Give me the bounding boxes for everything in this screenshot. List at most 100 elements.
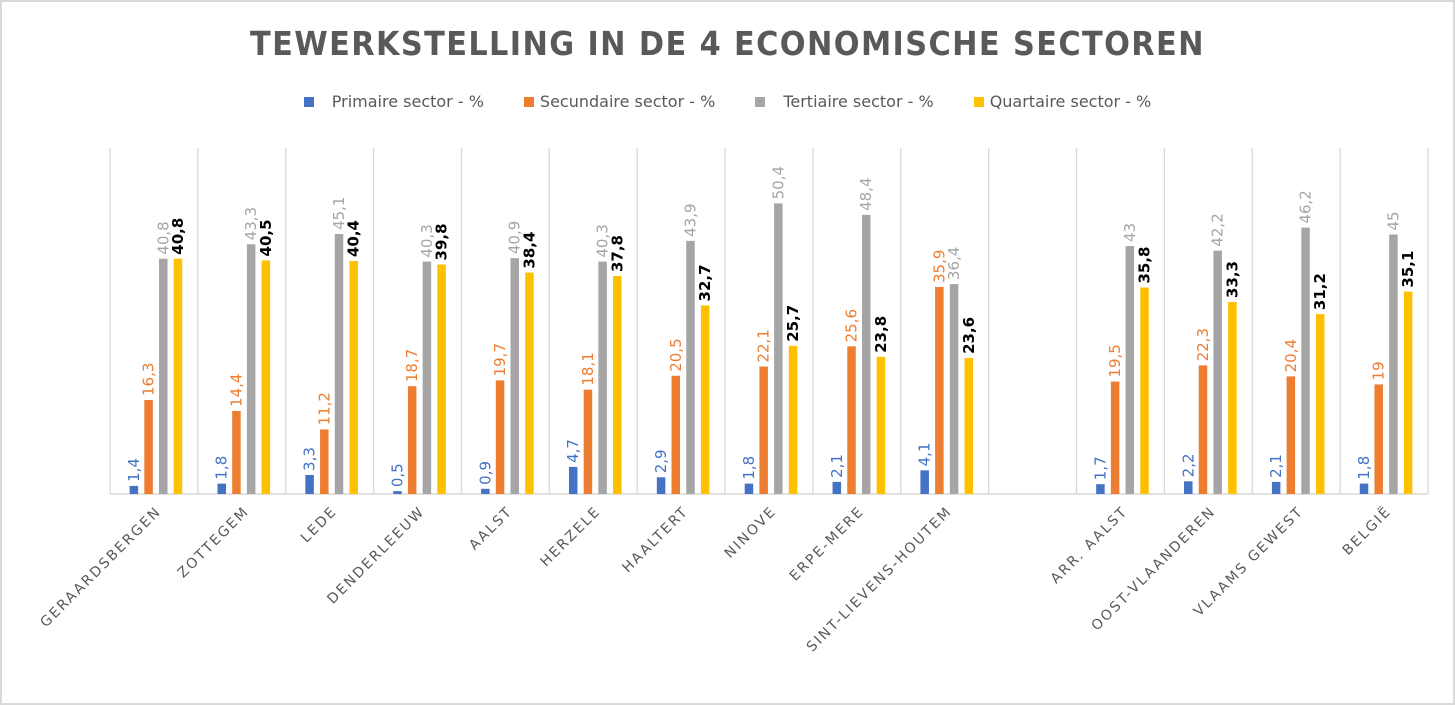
bar-quaternary[interactable] [1316, 314, 1325, 494]
data-label-secondary: 35,9 [930, 250, 948, 283]
data-label-tertiary: 48,4 [857, 177, 875, 210]
bar-tertiary[interactable] [949, 284, 959, 494]
bar-secondary[interactable] [935, 286, 944, 494]
bar-tertiary[interactable] [1213, 250, 1222, 494]
legend-swatch-tertiary [755, 96, 766, 107]
category-label: DENDERLEEUW [324, 504, 428, 608]
bar-quaternary[interactable] [437, 264, 446, 494]
bar-tertiary[interactable] [1301, 227, 1310, 494]
category-label: LEDE [298, 504, 341, 547]
category-label: HAALTERT [619, 504, 692, 577]
bar-tertiary[interactable] [598, 261, 607, 494]
bar-primary[interactable] [568, 466, 578, 494]
data-label-primary: 2,9 [652, 449, 670, 473]
bar-primary[interactable] [129, 485, 139, 494]
bar-quaternary[interactable] [876, 356, 886, 494]
legend-item-secondary[interactable]: Secundaire sector - % [523, 92, 716, 111]
bar-tertiary[interactable] [774, 203, 783, 495]
bar-secondary[interactable] [583, 389, 593, 494]
bar-tertiary[interactable] [159, 258, 168, 494]
bar-primary[interactable] [832, 481, 842, 494]
data-label-quaternary: 38,4 [520, 232, 538, 269]
bar-tertiary[interactable] [1389, 234, 1398, 495]
legend-item-primary[interactable]: Primaire sector - % [303, 92, 484, 111]
legend-item-quaternary[interactable]: Quartaire sector - % [973, 92, 1152, 111]
bar-primary[interactable] [656, 477, 666, 494]
bar-quaternary[interactable] [1140, 287, 1149, 494]
category-label: AALST [466, 504, 516, 554]
data-label-secondary: 22,3 [1194, 328, 1212, 361]
data-label-tertiary: 45 [1384, 211, 1402, 230]
bar-primary[interactable] [217, 483, 227, 494]
data-label-tertiary: 50,4 [769, 166, 787, 199]
data-label-quaternary: 40,5 [257, 219, 275, 256]
bar-tertiary[interactable] [861, 214, 871, 495]
bar-secondary[interactable] [1286, 376, 1296, 494]
bar-quaternary[interactable] [1403, 291, 1413, 494]
data-label-tertiary: 45,1 [330, 197, 348, 230]
bar-tertiary[interactable] [334, 233, 344, 494]
legend-label-quaternary: Quartaire sector - % [989, 92, 1152, 111]
bar-quaternary[interactable] [1228, 301, 1237, 494]
bar-secondary[interactable] [144, 400, 153, 494]
bar-tertiary[interactable] [686, 240, 695, 494]
legend-label-secondary: Secundaire sector - % [539, 92, 716, 111]
data-label-tertiary: 40,3 [594, 224, 612, 257]
bar-primary[interactable] [1096, 484, 1105, 494]
bar-primary[interactable] [744, 483, 754, 494]
data-label-quaternary: 23,6 [960, 317, 978, 354]
data-label-quaternary: 40,8 [169, 218, 187, 255]
bar-secondary[interactable] [847, 346, 856, 494]
data-label-secondary: 18,1 [579, 352, 597, 385]
data-label-quaternary: 39,8 [433, 223, 451, 260]
bar-quaternary[interactable] [964, 357, 974, 494]
bar-tertiary[interactable] [1125, 246, 1135, 494]
bar-secondary[interactable] [671, 375, 681, 494]
bar-secondary[interactable] [1374, 384, 1383, 494]
bar-secondary[interactable] [232, 410, 241, 494]
bar-primary[interactable] [305, 474, 314, 494]
bar-secondary[interactable] [320, 429, 329, 494]
legend-item-tertiary[interactable]: Tertiaire sector - % [755, 92, 934, 111]
data-label-tertiary: 36,4 [945, 247, 963, 280]
bar-quaternary[interactable] [173, 258, 183, 494]
data-label-secondary: 11,2 [315, 392, 333, 425]
bar-quaternary[interactable] [700, 305, 710, 494]
bar-secondary[interactable] [1110, 381, 1120, 494]
category-label: ZOTTEGEM [175, 504, 253, 582]
bar-tertiary[interactable] [246, 244, 256, 494]
data-label-primary: 2,1 [1267, 454, 1285, 478]
bar-primary[interactable] [1359, 483, 1369, 494]
bar-primary[interactable] [393, 491, 402, 494]
bar-secondary[interactable] [759, 366, 768, 494]
data-label-quaternary: 33,3 [1223, 261, 1241, 298]
bar-secondary[interactable] [1198, 365, 1208, 494]
data-label-primary: 1,8 [1355, 456, 1373, 480]
bar-quaternary[interactable] [788, 345, 798, 494]
bar-primary[interactable] [1271, 481, 1281, 494]
bar-primary[interactable] [1184, 481, 1193, 494]
bar-quaternary[interactable] [525, 272, 534, 494]
category-label: GERAARDSBERGEN [37, 504, 164, 631]
bar-secondary[interactable] [495, 380, 505, 494]
data-label-secondary: 19,5 [1106, 344, 1124, 377]
data-label-secondary: 18,7 [403, 349, 421, 382]
bar-tertiary[interactable] [422, 261, 432, 494]
legend-label-tertiary: Tertiaire sector - % [783, 92, 934, 111]
chart-title: TEWERKSTELLING IN DE 4 ECONOMISCHE SECTO… [250, 24, 1205, 63]
bar-secondary[interactable] [407, 386, 417, 494]
data-label-quaternary: 25,7 [784, 305, 802, 342]
bar-primary[interactable] [920, 470, 929, 494]
category-label: ERPE-MERE [787, 504, 868, 585]
data-label-secondary: 22,1 [755, 329, 773, 362]
bar-quaternary[interactable] [349, 261, 358, 494]
data-label-quaternary: 35,8 [1136, 247, 1154, 284]
bar-quaternary[interactable] [613, 276, 622, 494]
legend-swatch-primary [303, 96, 314, 107]
bar-tertiary[interactable] [510, 258, 520, 494]
bar-primary[interactable] [481, 488, 490, 494]
bar-quaternary[interactable] [261, 260, 271, 494]
legend-swatch-secondary [523, 96, 534, 107]
data-label-secondary: 20,5 [667, 338, 685, 371]
